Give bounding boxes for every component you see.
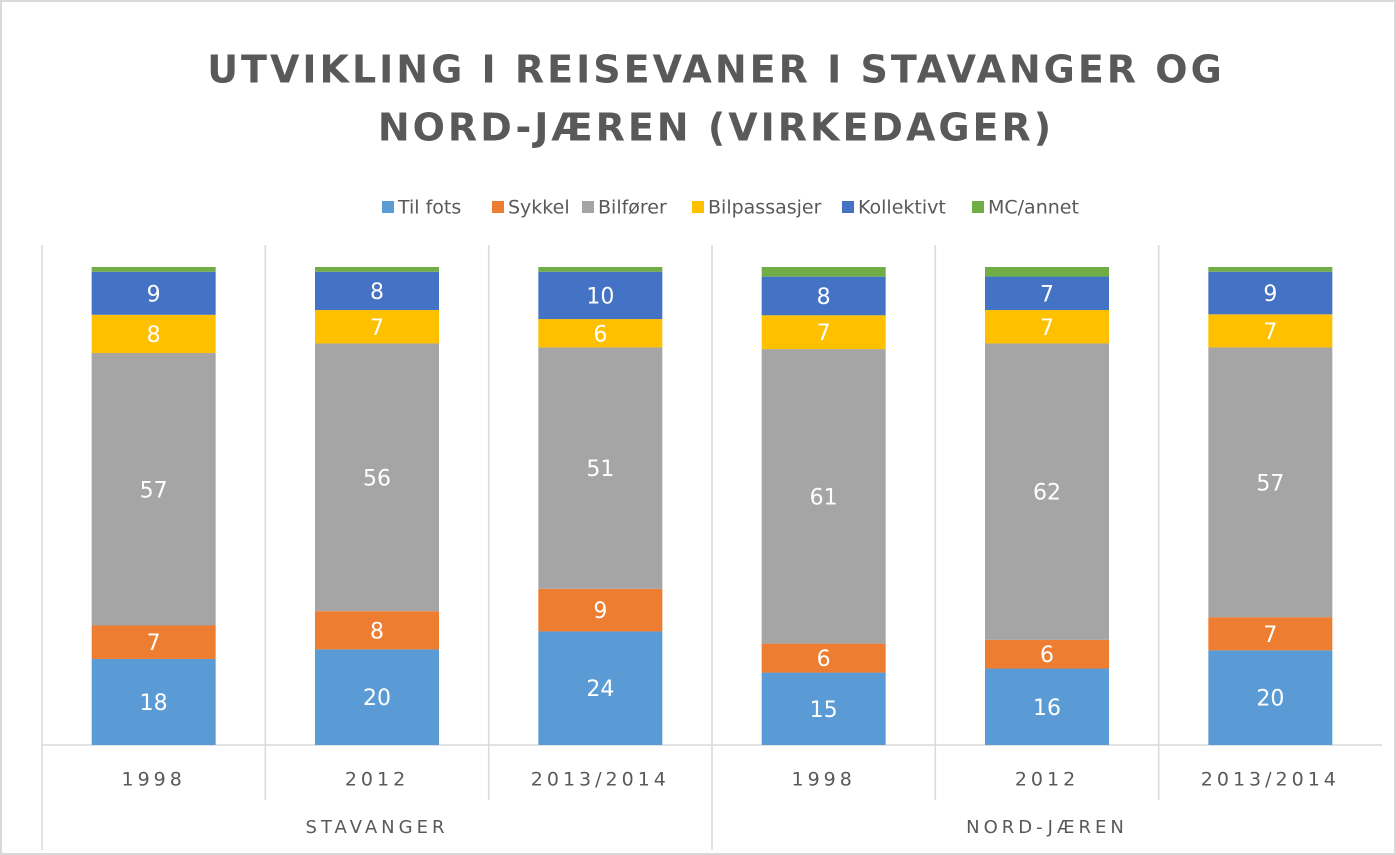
data-label: 61 — [810, 485, 838, 510]
bar-segment — [761, 643, 886, 673]
bar-segment — [538, 631, 663, 745]
bar-segment — [538, 267, 663, 272]
bar-segment — [538, 588, 663, 632]
bar-segment — [91, 658, 216, 745]
data-label: 56 — [363, 466, 391, 491]
data-label: 24 — [586, 677, 614, 702]
data-label: 62 — [1033, 481, 1061, 506]
group-label: NORD-JÆREN — [966, 817, 1128, 838]
bar-segment — [985, 668, 1109, 745]
legend-label: Sykkel — [508, 197, 570, 219]
group-label: STAVANGER — [306, 817, 449, 838]
bar-segment — [1208, 314, 1333, 348]
data-label: 9 — [147, 282, 161, 307]
x-tick-label: 2012 — [1015, 769, 1079, 791]
data-label: 10 — [586, 284, 614, 309]
bar-segment — [985, 639, 1109, 669]
bar-segment — [315, 267, 439, 272]
bar-segment — [91, 267, 216, 272]
x-tick-label: 2013/2014 — [1201, 769, 1340, 791]
legend-label: Bilpassasjer — [708, 197, 822, 219]
data-label: 20 — [1256, 687, 1284, 712]
bar-segment — [315, 611, 439, 650]
legend-label: MC/annet — [988, 197, 1079, 219]
bar-segment — [91, 625, 216, 659]
data-label: 7 — [1040, 316, 1054, 341]
data-label: 57 — [140, 478, 168, 503]
bar-segment — [315, 310, 439, 344]
data-label: 51 — [586, 457, 614, 482]
bar-segment — [315, 343, 439, 612]
legend-swatch — [492, 201, 504, 213]
bar-segment — [761, 349, 886, 644]
data-label: 6 — [817, 647, 831, 672]
legend-swatch — [582, 201, 594, 213]
x-tick-label: 1998 — [121, 769, 185, 791]
bar-segment — [538, 271, 663, 320]
data-label: 7 — [1263, 623, 1277, 648]
data-label: 6 — [1040, 643, 1054, 668]
data-label: 9 — [1263, 282, 1277, 307]
bar-segment — [1208, 650, 1333, 745]
bar-segment — [985, 267, 1109, 277]
bar-segment — [1208, 271, 1333, 315]
bar-segment — [985, 310, 1109, 344]
bar-segment — [538, 347, 663, 589]
legend-swatch — [842, 201, 854, 213]
data-label: 8 — [370, 619, 384, 644]
data-label: 15 — [810, 698, 838, 723]
data-label: 18 — [140, 691, 168, 716]
x-tick-label: 2012 — [345, 769, 409, 791]
bar-segment — [1208, 617, 1333, 651]
data-label: 57 — [1256, 471, 1284, 496]
bar-segment — [315, 649, 439, 745]
data-label: 8 — [817, 285, 831, 310]
bar-segment — [761, 276, 886, 316]
bar-segment — [91, 353, 216, 626]
x-tick-label: 1998 — [791, 769, 855, 791]
bar-segment — [761, 315, 886, 350]
chart-title: UTVIKLING I REISEVANER I STAVANGER OG — [207, 48, 1225, 92]
data-label: 7 — [1040, 282, 1054, 307]
data-label: 20 — [363, 686, 391, 711]
bar-segment — [761, 672, 886, 745]
data-label: 7 — [817, 321, 831, 346]
data-label: 7 — [370, 316, 384, 341]
legend-label: Bilfører — [598, 197, 667, 219]
data-label: 7 — [147, 631, 161, 656]
legend-swatch — [972, 201, 984, 213]
bar-segment — [1208, 267, 1333, 272]
legend-label: Kollektivt — [858, 197, 946, 219]
bar-segment — [985, 276, 1109, 311]
bar-segment — [315, 271, 439, 311]
data-label: 9 — [593, 599, 607, 624]
data-label: 6 — [593, 322, 607, 347]
x-tick-label: 2013/2014 — [531, 769, 670, 791]
bar-segment — [91, 271, 216, 315]
data-label: 8 — [147, 323, 161, 348]
bar-segment — [985, 343, 1109, 640]
bar-segment — [761, 267, 886, 277]
legend-label: Til fots — [397, 197, 461, 219]
chart-title: NORD-JÆREN (VIRKEDAGER) — [378, 106, 1054, 150]
legend-swatch — [692, 201, 704, 213]
data-label: 16 — [1033, 696, 1061, 721]
bar-segment — [91, 314, 216, 354]
legend-swatch — [382, 201, 394, 213]
data-label: 8 — [370, 280, 384, 305]
data-label: 7 — [1263, 320, 1277, 345]
bar-segment — [538, 319, 663, 348]
bar-segment — [1208, 347, 1333, 618]
